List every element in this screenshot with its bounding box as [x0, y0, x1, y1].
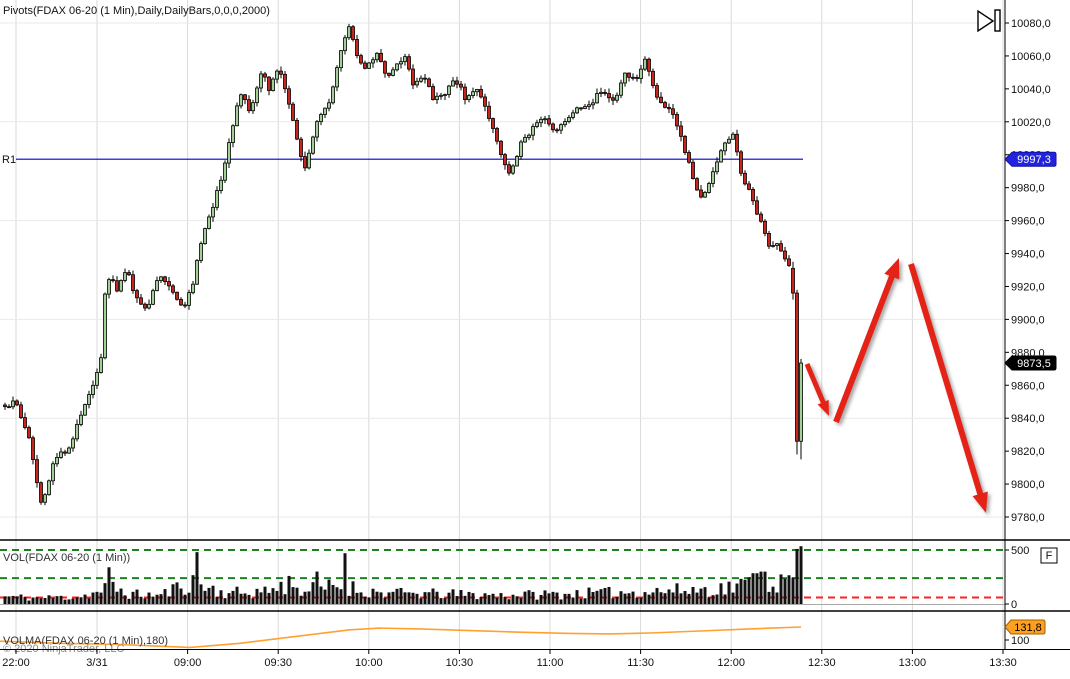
time-tick-label: 11:00 — [537, 657, 564, 669]
pivot-r1-label: R1 — [2, 154, 16, 166]
volume-indicator-label: VOL(FDAX 06-20 (1 Min)) — [3, 552, 130, 564]
panel-separators[interactable] — [0, 0, 1070, 650]
fixed-scale-button[interactable]: F — [1040, 547, 1058, 564]
time-tick-label: 22:00 — [2, 657, 30, 669]
price-tick-label: 10040,0 — [1011, 84, 1051, 96]
volume-tick-label: 0 — [1011, 599, 1017, 611]
time-tick-label: 13:30 — [989, 657, 1017, 669]
volma-panel[interactable]: VOLMA(FDAX 06-20 (1 Min),180) © 2020 Nin… — [0, 626, 802, 655]
time-tick-label: 10:30 — [446, 657, 474, 669]
price-tick-label: 10060,0 — [1011, 51, 1051, 63]
time-axis[interactable]: 22:00 3/31 09:00 09:30 10:00 10:30 11:00 11:30 1… — [2, 650, 1017, 669]
price-tick-label: 9840,0 — [1011, 413, 1045, 425]
volume-panel[interactable]: VOL(FDAX 06-20 (1 Min)) F — [0, 546, 1058, 605]
trend-arrow[interactable] — [908, 263, 988, 513]
svg-text:9997,3: 9997,3 — [1017, 154, 1051, 166]
fixed-scale-letter: F — [1046, 550, 1053, 562]
price-tick-label: 10020,0 — [1011, 117, 1051, 129]
svg-text:9873,5: 9873,5 — [1017, 358, 1051, 370]
price-panel[interactable]: R1 Pivots(FDAX 06-20 (1 Min),Daily,Daily… — [2, 5, 1001, 513]
time-tick-label: 12:00 — [717, 657, 745, 669]
time-tick-label: 10:00 — [355, 657, 383, 669]
price-tick-label: 9780,0 — [1011, 512, 1045, 524]
time-tick-label: 12:30 — [808, 657, 836, 669]
price-tick-label: 9960,0 — [1011, 216, 1045, 228]
time-tick-label: 13:00 — [899, 657, 927, 669]
price-tick-label: 10080,0 — [1011, 18, 1051, 30]
candlestick-series — [3, 23, 803, 506]
volma-indicator-label: VOLMA(FDAX 06-20 (1 Min),180) — [3, 635, 168, 647]
time-tick-label: 11:30 — [627, 657, 654, 669]
replay-step-icon[interactable] — [977, 9, 1001, 33]
price-tick-label: 9980,0 — [1011, 183, 1045, 195]
time-tick-label: 09:30 — [264, 657, 292, 669]
svg-text:131,8: 131,8 — [1014, 622, 1042, 634]
trend-arrows[interactable] — [804, 258, 988, 513]
volma-line — [0, 626, 802, 649]
volume-tick-label: 500 — [1011, 545, 1029, 557]
volma-badge: 131,8 — [1004, 619, 1046, 635]
price-tick-label: 9820,0 — [1011, 446, 1045, 458]
price-tick-label: 9920,0 — [1011, 281, 1045, 293]
price-tick-label: 9900,0 — [1011, 314, 1045, 326]
volume-bars — [3, 546, 803, 604]
price-tick-label: 9800,0 — [1011, 479, 1045, 491]
price-badge-r1: 9997,3 — [1004, 151, 1057, 167]
time-tick-label: 3/31 — [86, 657, 107, 669]
price-badge-last: 9873,5 — [1004, 355, 1057, 371]
time-tick-label: 09:00 — [174, 657, 202, 669]
trend-arrow[interactable] — [833, 258, 900, 424]
price-tick-label: 9860,0 — [1011, 380, 1045, 392]
volma-tick-label: 100 — [1011, 635, 1029, 647]
trend-arrow[interactable] — [804, 363, 829, 416]
gridlines — [0, 0, 1005, 649]
indicator-title: Pivots(FDAX 06-20 (1 Min),Daily,DailyBar… — [3, 5, 270, 17]
price-tick-label: 9940,0 — [1011, 249, 1045, 261]
